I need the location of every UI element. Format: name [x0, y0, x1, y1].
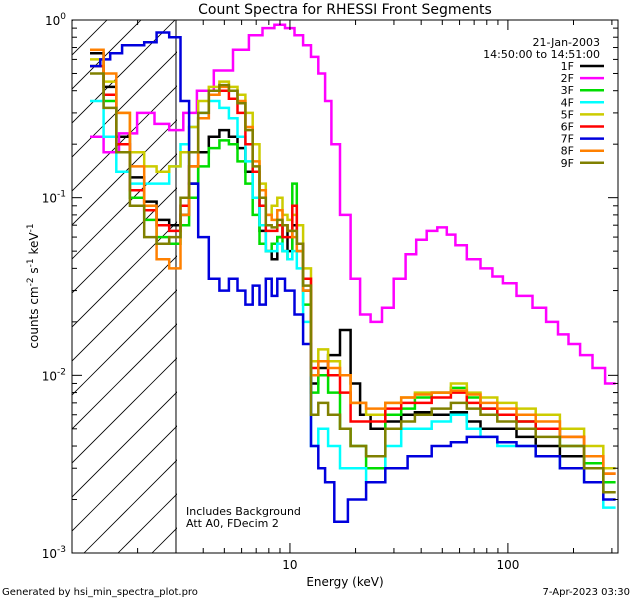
- hatch-line: [220, 0, 640, 553]
- legend-label-3f: 3F: [561, 84, 574, 97]
- observation-time-range: 14:50:00 to 14:51:00: [483, 48, 600, 61]
- excluded-energy-hatch-region: [72, 0, 640, 553]
- legend-label-4f: 4F: [561, 96, 574, 109]
- x-axis: 10 100: [71, 20, 613, 572]
- annotation-attenuator-decimation: Att A0, FDecim 2: [186, 517, 279, 530]
- x-axis-label: Energy (keV): [306, 575, 383, 589]
- spectra-series-layer: [90, 23, 616, 523]
- y-tick-label: 10-2: [42, 367, 66, 383]
- x-tick-label: 10: [282, 558, 297, 572]
- hatch-line: [72, 153, 177, 260]
- legend-label-8f: 8F: [561, 145, 574, 158]
- series-8f-line: [90, 48, 616, 475]
- series-2f-line: [90, 23, 616, 385]
- x-tick-label: 100: [496, 558, 519, 572]
- y-tick-label: 100: [45, 12, 66, 28]
- hatch-line: [72, 425, 177, 532]
- y-tick-label: 10-3: [42, 545, 66, 561]
- legend-label-5f: 5F: [561, 108, 574, 121]
- series-9f-line: [90, 72, 616, 494]
- hatch-line: [72, 221, 177, 328]
- hatch-line: [72, 289, 177, 396]
- hatch-line: [83, 459, 177, 553]
- series-7f-line: [90, 31, 616, 523]
- chart-title: Count Spectra for RHESSI Front Segments: [198, 2, 492, 18]
- hatch-line: [72, 119, 177, 226]
- hatch-line: [72, 20, 142, 90]
- y-axis: 100 10-1 10-2 10-3: [42, 12, 618, 561]
- hatch-line: [72, 187, 177, 294]
- hatch-line: [72, 391, 177, 498]
- legend-label-7f: 7F: [561, 133, 574, 146]
- legend-label-1f: 1F: [561, 60, 574, 73]
- hatch-line: [72, 20, 176, 124]
- y-tick-label: 10-1: [42, 190, 66, 206]
- hatch-line: [72, 357, 177, 464]
- hatch-line: [72, 85, 177, 192]
- legend-label-2f: 2F: [561, 72, 574, 85]
- footer-timestamp: 7-Apr-2023 03:30: [543, 587, 630, 598]
- footer-generator: Generated by hsi_min_spectra_plot.pro: [2, 587, 198, 598]
- plot-frame: [71, 19, 619, 554]
- legend-label-9f: 9F: [561, 157, 574, 170]
- hatch-line: [72, 20, 108, 56]
- annotation-includes-background: Includes Background: [186, 505, 301, 518]
- y-axis-label: counts cm-2 s-1 keV-1: [26, 223, 41, 348]
- hatch-line: [72, 323, 177, 430]
- legend-label-6f: 6F: [561, 121, 574, 134]
- observation-date: 21-Jan-2003: [533, 36, 601, 49]
- hatch-line: [72, 51, 177, 158]
